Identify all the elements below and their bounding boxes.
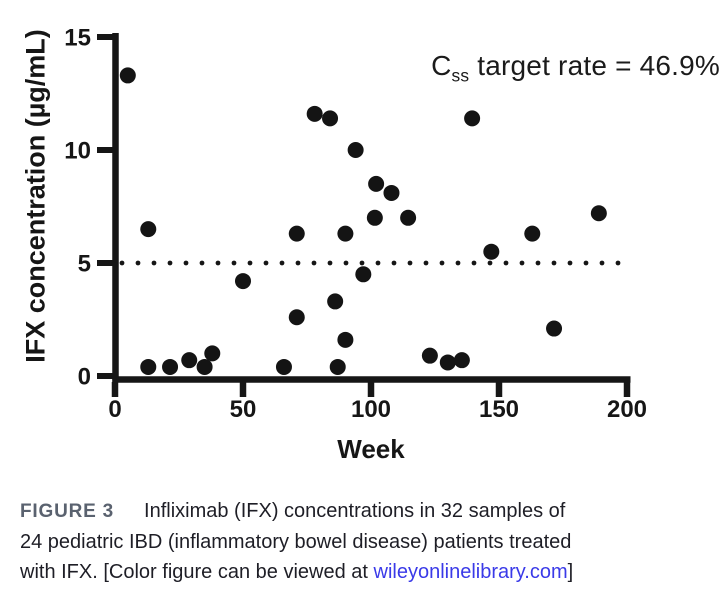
data-point <box>421 347 438 364</box>
threshold-dot <box>247 260 253 266</box>
wiley-online-library-link[interactable]: wileyonlinelibrary.com <box>373 561 568 583</box>
data-point <box>181 352 198 369</box>
data-point <box>196 358 213 375</box>
x-tick-label: 100 <box>351 396 391 423</box>
data-point <box>327 293 344 310</box>
data-point <box>355 266 372 283</box>
caption-line-3: with IFX. [Color figure can be viewed at… <box>20 557 722 587</box>
threshold-dot <box>551 260 557 266</box>
caption-line-3-suffix: ] <box>567 561 574 583</box>
data-point <box>347 142 364 158</box>
threshold-dot <box>535 260 541 266</box>
threshold-dot <box>199 260 205 266</box>
figure-number-label: FIGURE 3 <box>20 501 115 522</box>
data-point <box>337 225 354 242</box>
caption-line-2: 24 pediatric IBD (inflammatory bowel dis… <box>20 531 572 553</box>
data-point <box>322 110 339 127</box>
data-point <box>288 225 305 242</box>
data-point <box>162 358 179 375</box>
data-point <box>368 175 385 192</box>
x-tick-label: 150 <box>479 396 519 423</box>
caption-line-3-text: with IFX. [Color figure can be viewed at <box>20 561 374 583</box>
data-point <box>439 354 456 371</box>
data-point <box>329 358 346 375</box>
threshold-dot <box>151 260 157 266</box>
threshold-dot <box>375 260 381 266</box>
threshold-dot <box>487 260 493 266</box>
data-point <box>483 243 500 260</box>
y-tick-label: 10 <box>64 138 91 165</box>
data-point <box>275 358 292 375</box>
threshold-dot <box>359 260 365 266</box>
data-point <box>383 184 400 201</box>
data-point <box>400 209 417 226</box>
data-point <box>306 105 323 122</box>
caption-line-1-text: Infliximab (IFX) concentrations in 32 sa… <box>144 500 566 522</box>
threshold-dot <box>583 260 589 266</box>
threshold-dot <box>311 260 317 266</box>
threshold-dot <box>439 260 445 266</box>
data-point <box>337 331 354 348</box>
css-target-annotation: Css target rate = 46.9% <box>431 50 720 84</box>
data-point <box>140 221 157 238</box>
data-point <box>288 309 305 326</box>
threshold-dot <box>231 260 237 266</box>
data-point <box>546 320 563 337</box>
data-point <box>235 273 251 290</box>
threshold-dot <box>391 260 397 266</box>
annotation-rest: target rate = 46.9% <box>469 50 720 81</box>
x-tick-label: 50 <box>230 396 257 423</box>
caption-line-1: FIGURE 3 Infliximab (IFX) concentrations … <box>20 496 722 527</box>
threshold-dot <box>343 260 349 266</box>
data-point <box>119 67 136 84</box>
y-axis-label: IFX concentration (µg/mL) <box>20 29 51 363</box>
threshold-dot <box>567 260 573 266</box>
threshold-dot <box>407 260 413 266</box>
data-point <box>453 352 470 369</box>
threshold-dot <box>519 260 525 266</box>
threshold-dot <box>471 260 477 266</box>
y-tick-label: 5 <box>78 251 91 278</box>
data-point <box>204 345 221 362</box>
threshold-dot <box>455 260 461 266</box>
threshold-dot <box>327 260 333 266</box>
data-point <box>366 209 383 226</box>
x-axis-label: Week <box>337 434 405 464</box>
data-point <box>590 205 607 222</box>
threshold-dot <box>135 260 141 266</box>
data-point <box>464 110 481 127</box>
threshold-dot <box>615 260 621 266</box>
data-point <box>524 225 541 242</box>
threshold-dot <box>167 260 173 266</box>
figure-caption: FIGURE 3 Infliximab (IFX) concentrations … <box>20 496 722 587</box>
threshold-dot <box>183 260 189 266</box>
x-tick-label: 200 <box>607 396 647 423</box>
x-tick-label: 0 <box>108 396 121 423</box>
annotation-subscript: ss <box>451 65 470 86</box>
threshold-dot <box>263 260 269 266</box>
threshold-dot <box>599 260 605 266</box>
annotation-main: C <box>431 50 452 81</box>
y-tick-label: 15 <box>64 25 91 52</box>
threshold-dot <box>215 260 221 266</box>
threshold-dot <box>119 260 125 266</box>
threshold-dot <box>295 260 301 266</box>
threshold-dot <box>423 260 429 266</box>
y-tick-label: 0 <box>78 364 91 391</box>
threshold-dot <box>503 260 509 266</box>
data-point <box>140 358 157 375</box>
threshold-dot <box>279 260 285 266</box>
